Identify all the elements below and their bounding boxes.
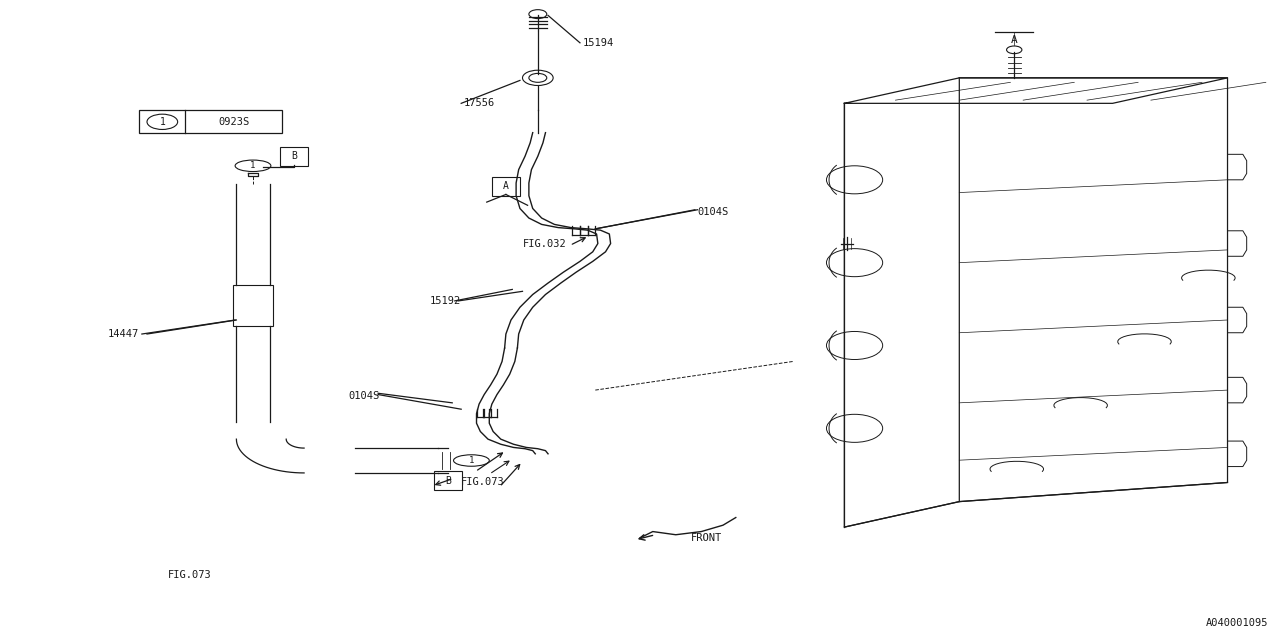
Text: 0104S: 0104S xyxy=(698,207,728,217)
Text: 1: 1 xyxy=(468,456,474,465)
Text: 14447: 14447 xyxy=(108,329,138,339)
Bar xyxy=(434,471,462,490)
Text: A: A xyxy=(503,181,509,191)
Bar xyxy=(492,177,520,196)
Text: 0104S: 0104S xyxy=(348,392,380,401)
Text: FIG.073: FIG.073 xyxy=(461,477,504,488)
Text: B: B xyxy=(445,476,452,486)
Text: B: B xyxy=(291,151,297,161)
Text: 0923S: 0923S xyxy=(218,117,250,127)
Text: FIG.032: FIG.032 xyxy=(522,239,566,248)
Text: 1: 1 xyxy=(251,161,256,170)
Text: A: A xyxy=(1011,35,1018,45)
Text: FIG.073: FIG.073 xyxy=(168,570,211,580)
Bar xyxy=(140,110,283,133)
Text: 17556: 17556 xyxy=(463,99,495,108)
Text: A040001095: A040001095 xyxy=(1206,618,1268,628)
Text: FRONT: FRONT xyxy=(691,533,722,543)
Bar xyxy=(280,147,308,166)
Text: 15192: 15192 xyxy=(429,296,461,306)
Bar xyxy=(233,285,274,326)
Text: 15194: 15194 xyxy=(582,38,614,48)
Text: 1: 1 xyxy=(160,117,165,127)
